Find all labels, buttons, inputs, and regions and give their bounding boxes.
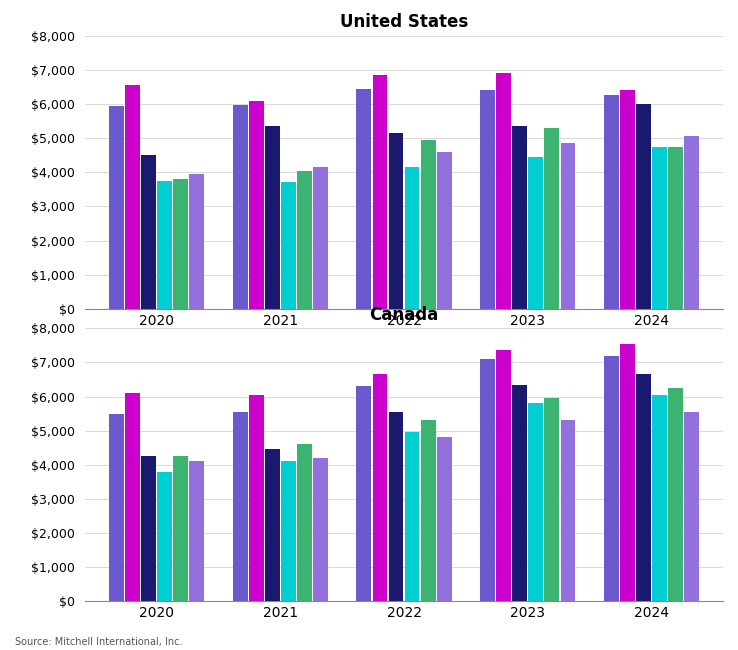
Bar [437,151,452,309]
Bar [373,374,387,601]
Bar [620,344,635,601]
Bar [389,412,404,601]
Bar [684,136,699,309]
Bar [190,174,204,309]
Bar [232,412,247,601]
Bar [421,421,435,601]
Text: Average Repairable Severity: Average Repairable Severity [201,8,537,28]
Bar [141,155,156,309]
Bar [545,398,559,601]
Bar [437,437,452,601]
Bar [636,374,651,601]
Bar [232,105,247,309]
Legend: All, Tesla Only BEVs, Non-Tesla BEVs, Mild Hybrids, Plug-In Hybrids, ICE: All, Tesla Only BEVs, Non-Tesla BEVs, Mi… [154,647,654,650]
Title: Canada: Canada [370,306,438,324]
Bar [668,147,683,309]
Bar [297,170,312,309]
Bar [496,73,511,309]
Text: Source: Mitchell International, Inc.: Source: Mitchell International, Inc. [15,637,182,647]
Bar [141,456,156,601]
Bar [157,181,172,309]
Bar [281,462,296,601]
Legend: All BEVs, Tesla Only BEVs, Non-Tesla BEVs, Mild Hybrids, Plug-In Hybrids, ICE: All BEVs, Tesla Only BEVs, Non-Tesla BEV… [139,354,669,374]
Bar [668,388,683,601]
Bar [620,90,635,309]
Bar [190,462,204,601]
Bar [512,126,527,309]
Bar [545,128,559,309]
Bar [652,147,667,309]
Bar [421,140,435,309]
Bar [356,88,371,309]
Bar [265,449,280,601]
Bar [173,456,188,601]
Bar [512,385,527,601]
Bar [109,413,124,601]
Bar [389,133,404,309]
Bar [404,167,419,309]
Title: United States: United States [340,14,468,31]
Bar [173,179,188,309]
Bar [652,395,667,601]
Bar [157,472,172,601]
Bar [281,183,296,309]
Bar [496,350,511,601]
Bar [125,85,140,309]
Bar [373,75,387,309]
Bar [109,106,124,309]
Bar [249,395,263,601]
Bar [265,126,280,309]
Bar [561,421,576,601]
Bar [528,403,543,601]
Bar [604,356,618,601]
Bar [356,386,371,601]
Bar [297,445,312,601]
Bar [604,96,618,309]
Bar [125,393,140,601]
Bar [249,101,263,309]
Bar [480,359,495,601]
Bar [480,90,495,309]
Bar [561,143,576,309]
Bar [636,104,651,309]
Bar [684,412,699,601]
Bar [404,432,419,601]
Bar [313,167,328,309]
Bar [528,157,543,309]
Bar [313,458,328,601]
